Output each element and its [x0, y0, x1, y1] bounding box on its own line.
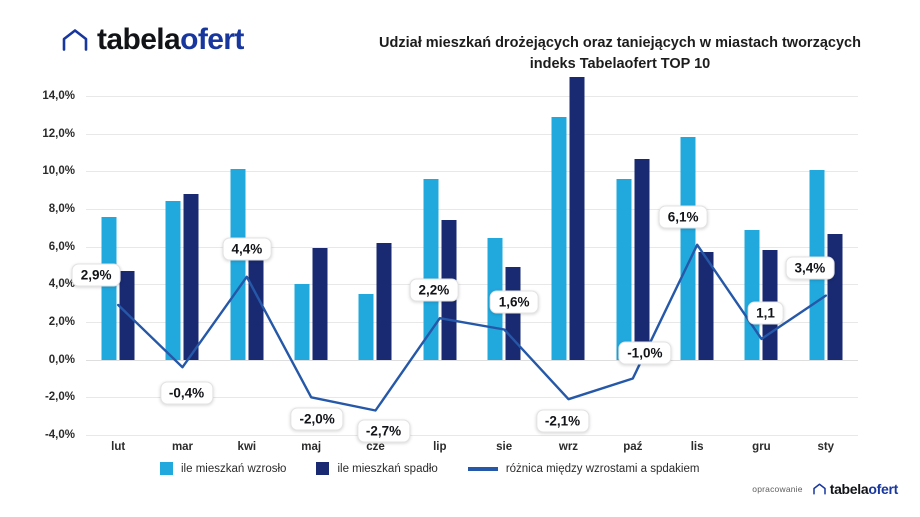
gridline: -2,0%: [45, 391, 858, 403]
y-axis-tick: 6,0%: [48, 240, 75, 253]
bar-increase: [680, 136, 696, 360]
bar-increase: [101, 216, 117, 360]
bar-group: [279, 96, 343, 435]
gridline: 8,0%: [49, 203, 858, 215]
gridline: 12,0%: [42, 128, 858, 140]
bar-increase: [165, 201, 181, 360]
data-label-callout: 1,1: [747, 301, 784, 325]
chart-legend: ile mieszkań wzrosło ile mieszkań spadło r…: [160, 462, 699, 475]
data-label-callout: 4,4%: [222, 237, 272, 261]
bar-decrease: [119, 271, 135, 360]
gridline: 6,0%: [49, 241, 858, 253]
bar-increase: [744, 229, 760, 360]
bar-decrease: [376, 242, 392, 360]
bar-increase: [294, 284, 310, 360]
bar-group: [343, 96, 407, 435]
y-axis-tick: -2,0%: [44, 391, 75, 404]
bar-decrease: [698, 252, 714, 360]
x-axis-tick: kwi: [237, 441, 257, 453]
house-outline-icon: [62, 29, 88, 51]
legend-item[interactable]: ile mieszkań spadło: [316, 462, 438, 475]
x-axis-tick: sty: [817, 441, 835, 453]
x-axis-tick: wrz: [558, 441, 579, 453]
legend-swatch: [160, 462, 173, 475]
data-label-callout: 6,1%: [658, 205, 708, 229]
credit-brand-name: tabelaofert: [829, 481, 899, 497]
bar-increase: [358, 293, 374, 360]
y-axis-tick: 0,0%: [48, 353, 75, 366]
y-axis-tick: 2,0%: [48, 316, 75, 328]
brand-name: tabelaofert: [97, 25, 244, 55]
data-label-callout: -2,1%: [535, 409, 590, 433]
data-label-callout: 2,2%: [409, 278, 459, 302]
legend-item[interactable]: ile mieszkań wzrosło: [160, 462, 286, 475]
bar-group: [665, 96, 729, 435]
legend-swatch: [316, 462, 330, 475]
data-label-callout: -0,4%: [159, 381, 214, 405]
data-label-callout: 1,6%: [489, 290, 539, 314]
brand-name-part2: ofert: [180, 23, 244, 56]
y-axis-tick: 4,0%: [48, 278, 75, 291]
x-axis-tick: paź: [623, 441, 643, 453]
x-axis-tick: mar: [171, 441, 194, 453]
bar-group: [150, 96, 214, 435]
bar-increase: [230, 169, 246, 360]
bar-group: [601, 96, 665, 435]
y-axis-tick: 12,0%: [42, 127, 75, 140]
data-label-callout: 2,9%: [71, 263, 121, 287]
bar-increase: [616, 178, 632, 360]
bar-decrease: [183, 193, 199, 360]
bar-group: [729, 96, 793, 435]
gridline: 0,0%: [49, 354, 858, 366]
x-axis-tick: lis: [690, 441, 704, 453]
x-axis-tick: cze: [366, 441, 385, 453]
bar-group: [215, 96, 279, 435]
legend-label: ile mieszkań spadło: [337, 462, 438, 475]
credit-brand-part1: tabela: [829, 481, 869, 497]
y-axis-tick: -4,0%: [44, 429, 75, 441]
bar-group: [86, 96, 150, 435]
y-axis-tick: 14,0%: [42, 90, 75, 102]
data-label-callout: 3,4%: [785, 256, 835, 280]
legend-item[interactable]: różnica między wzrostami a spdakiem: [467, 462, 700, 475]
x-axis-tick: lip: [433, 441, 447, 453]
credit-label: opracowanie: [752, 484, 803, 494]
legend-label: różnica między wzrostami a spdakiem: [505, 462, 700, 475]
bar-decrease: [569, 77, 585, 360]
y-axis-tick: 10,0%: [42, 165, 75, 178]
legend-label: ile mieszkań wzrosło: [181, 462, 287, 475]
x-axis-tick: sie: [496, 441, 513, 453]
credit-block: opracowanie tabelaofert: [752, 482, 898, 496]
bar-increase: [423, 178, 439, 360]
gridline: 4,0%: [49, 278, 858, 290]
gridline: 14,0%: [42, 90, 858, 102]
house-outline-icon: [812, 483, 826, 495]
credit-brand-part2: ofert: [868, 481, 898, 497]
x-axis-tick: gru: [752, 441, 771, 453]
brand-logo: tabelaofert: [62, 25, 244, 55]
plot-area: 14,0% 12,0% 10,0% 8,0% 6,0% 4,0% 2,0% 0,0% -2,0%…: [42, 77, 858, 443]
bar-decrease: [248, 253, 264, 360]
gridline: 10,0%: [42, 165, 858, 177]
bar-increase: [551, 116, 567, 360]
bar-decrease: [634, 159, 650, 360]
chart-title: Udział mieszkań drożejących oraz tanieją…: [379, 35, 861, 73]
y-axis-tick: 8,0%: [48, 203, 75, 215]
brand-name-part1: tabela: [97, 23, 181, 56]
x-axis-tick: maj: [301, 441, 322, 453]
bar-decrease: [312, 247, 328, 360]
data-label-callout: -1,0%: [618, 341, 672, 364]
bar-group: [536, 77, 600, 435]
gridline: -4,0%: [45, 429, 858, 441]
credit-brand-logo: tabelaofert: [812, 481, 899, 497]
gridline: 2,0%: [49, 316, 858, 328]
difference-line: [117, 243, 827, 412]
x-axis-labels: lut mar kwi maj cze lip sie wrz paź lis gru sty: [86, 441, 858, 453]
x-axis-tick: lut: [111, 441, 126, 453]
bar-columns: [86, 77, 858, 435]
legend-swatch: [467, 466, 498, 471]
data-label-callout: -2,7%: [356, 419, 411, 443]
data-label-callout: -2,0%: [290, 407, 344, 431]
